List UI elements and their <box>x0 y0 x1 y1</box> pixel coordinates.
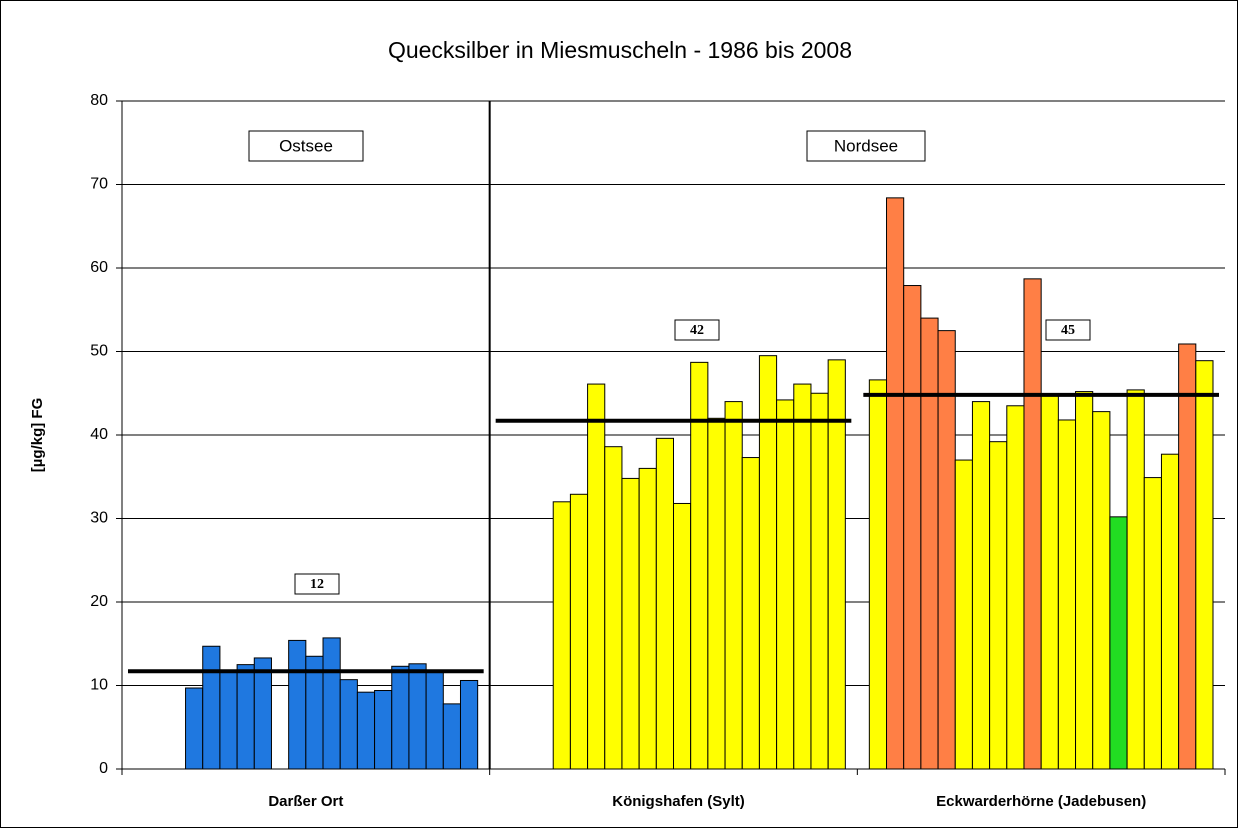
bar <box>442 703 461 770</box>
region-box <box>248 130 364 162</box>
bar <box>459 679 479 770</box>
bar <box>1006 405 1025 770</box>
bar <box>587 383 606 770</box>
bar <box>1057 419 1077 770</box>
bar <box>391 665 410 770</box>
bar <box>185 687 204 770</box>
bar <box>356 691 376 770</box>
y-axis-label: [µg/kg] FG <box>29 398 46 472</box>
bar <box>253 657 272 770</box>
bar <box>408 663 427 770</box>
y-tick-label: 40 <box>90 426 108 443</box>
bar <box>920 317 939 770</box>
bar <box>621 477 640 770</box>
y-tick-label: 0 <box>99 760 108 777</box>
x-tick-label: Darßer Ort <box>268 793 343 810</box>
region-label: Ostsee <box>279 136 333 155</box>
bar <box>1126 389 1145 770</box>
bar <box>236 664 255 770</box>
bar <box>604 446 623 770</box>
bar <box>1092 411 1111 770</box>
mean-label-box <box>1045 319 1091 341</box>
bar <box>655 437 674 770</box>
mean-label-box <box>294 573 340 595</box>
bar <box>793 383 812 770</box>
mean-label-box <box>674 319 720 341</box>
bar <box>219 671 238 770</box>
bar <box>758 355 778 770</box>
y-tick-label: 20 <box>90 593 108 610</box>
bar <box>288 639 307 770</box>
bar <box>1143 477 1162 770</box>
bar <box>971 401 991 770</box>
bar <box>339 679 358 770</box>
y-tick-label: 10 <box>90 677 108 694</box>
bar <box>886 197 905 770</box>
bar <box>903 285 922 770</box>
y-tick-label: 80 <box>90 92 108 109</box>
bar <box>1195 360 1214 770</box>
bar <box>569 493 589 770</box>
bar <box>638 467 657 770</box>
bar <box>425 671 444 770</box>
bar <box>741 457 760 770</box>
bar <box>673 502 692 770</box>
bar <box>1160 453 1180 770</box>
y-tick-label: 50 <box>90 343 108 360</box>
bar <box>868 379 888 770</box>
bar <box>1109 516 1128 770</box>
bar <box>374 690 393 770</box>
bar <box>552 501 571 770</box>
y-tick-label: 60 <box>90 259 108 276</box>
bar <box>810 392 829 770</box>
x-tick-label: Eckwarderhörne (Jadebusen) <box>936 793 1146 810</box>
mean-label: 42 <box>690 323 704 338</box>
bar <box>1178 343 1197 770</box>
bar <box>954 459 973 770</box>
bar <box>202 645 221 770</box>
bar <box>776 399 795 770</box>
mean-label: 45 <box>1061 323 1075 338</box>
x-tick-label: Königshafen (Sylt) <box>612 793 745 810</box>
region-label: Nordsee <box>834 136 898 155</box>
bar <box>322 637 341 770</box>
y-tick-label: 70 <box>90 176 108 193</box>
mean-label: 12 <box>310 577 324 592</box>
bar <box>1040 394 1059 770</box>
chart-title: Quecksilber in Miesmuscheln - 1986 bis 2… <box>388 37 852 63</box>
bar <box>1023 278 1042 770</box>
y-tick-label: 30 <box>90 510 108 527</box>
bar <box>690 361 709 770</box>
bar <box>724 401 743 770</box>
bar <box>707 417 726 770</box>
bar <box>1075 391 1094 770</box>
bar <box>989 441 1008 770</box>
region-box <box>806 130 926 162</box>
